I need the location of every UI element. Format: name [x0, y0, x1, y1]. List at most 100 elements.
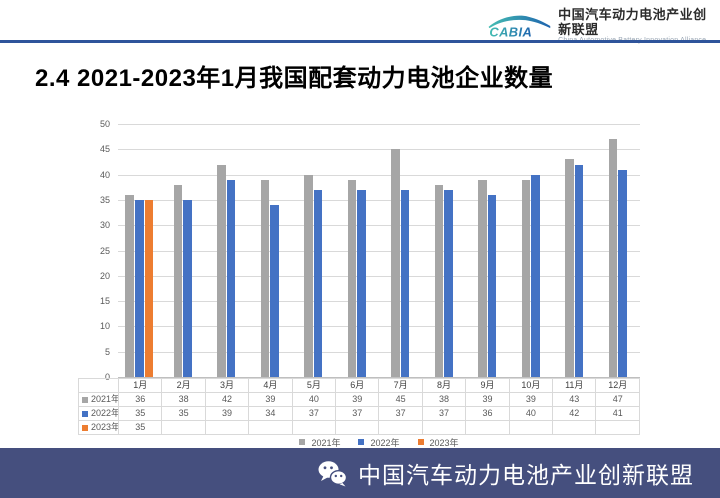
value-cell: [465, 420, 510, 435]
bar-2021年-3月: [217, 164, 226, 377]
value-cell: [508, 420, 554, 435]
month-header-cell: 7月: [378, 378, 423, 393]
value-cell: 40: [508, 406, 554, 421]
gridline: [118, 326, 640, 328]
legend-label: 2022年: [370, 437, 400, 448]
value-cell: 36: [117, 392, 163, 407]
legend-item: 2021年: [299, 436, 340, 449]
cabia-logo-mark: CABIA: [488, 15, 551, 39]
value-cell: [335, 420, 380, 435]
value-cell: 36: [465, 406, 510, 421]
value-cell: 37: [378, 406, 423, 421]
legend-swatch: [417, 439, 424, 445]
value-cell: 42: [552, 406, 597, 421]
y-tick-label: 25: [99, 245, 110, 256]
table-row: 2023年 35: [78, 420, 640, 435]
series-key-cell: 2021年: [78, 392, 119, 407]
chart-plot-area: [118, 124, 640, 378]
bar-2022年-11月: [574, 164, 584, 377]
month-header-cell: 3月: [204, 378, 250, 393]
value-cell: 37: [421, 406, 467, 421]
value-cell: 39: [204, 406, 250, 421]
value-cell: [378, 420, 423, 435]
value-cell: [421, 420, 467, 435]
legend-label: 2023年: [429, 437, 459, 448]
y-tick-label: 50: [99, 119, 110, 129]
cabia-logo-text: CABIA: [489, 24, 532, 39]
y-tick-label: 0: [104, 372, 110, 382]
chart-data-table: 1月 2月 3月 4月 5月 6月 7月 8月 9月 10月 11月 12月 2021年 36 38 42 39…: [78, 378, 640, 435]
bar-2022年-6月: [357, 189, 366, 377]
month-header-cell: 8月: [421, 378, 467, 393]
bar-2022年-1月: [135, 199, 144, 377]
value-cell: 47: [595, 392, 640, 407]
gridline: [118, 149, 640, 151]
bar-2021年-8月: [434, 184, 444, 377]
gridline: [118, 225, 640, 227]
value-cell: 45: [378, 392, 423, 407]
bar-2021年-5月: [304, 174, 313, 377]
series-key-cell: 2023年: [78, 420, 119, 435]
month-header-cell: 9月: [465, 378, 510, 393]
table-corner-cell: [78, 378, 119, 393]
bar-2021年-2月: [173, 184, 183, 377]
gridline: [118, 250, 640, 252]
table-row: 2022年 35 35 39 34 37 37 37 37 36 40 42 41: [78, 406, 640, 421]
value-cell: 38: [161, 392, 206, 407]
wechat-icon: [318, 460, 348, 486]
bar-2021年-1月: [125, 194, 134, 377]
value-cell: [552, 420, 597, 435]
bar-2021年-6月: [347, 179, 357, 377]
chart-legend: 2021年 2022年 2023年: [118, 436, 640, 448]
bar-2021年-4月: [260, 179, 270, 377]
gridline: [118, 275, 640, 277]
footer-bar: 中国汽车动力电池产业创新联盟: [0, 448, 720, 498]
value-cell: 37: [291, 406, 337, 421]
y-tick-label: 40: [99, 169, 110, 180]
gridline: [118, 301, 640, 303]
bar-2021年-11月: [565, 159, 574, 377]
bar-2021年-10月: [521, 179, 531, 377]
legend-swatch: [299, 439, 306, 445]
value-cell: 38: [421, 392, 467, 407]
value-cell: 34: [248, 406, 293, 421]
cabia-logo: CABIA 中国汽车动力电池产业创新联盟 China Automotive Ba…: [486, 7, 720, 44]
bar-2023年-1月: [144, 199, 154, 377]
value-cell: 39: [248, 392, 293, 407]
series-key-cell: 2022年: [78, 406, 119, 421]
bar-2021年-7月: [391, 149, 400, 377]
org-name-block: 中国汽车动力电池产业创新联盟 China Automotive Battery …: [558, 7, 720, 44]
legend-swatch: [358, 439, 365, 445]
value-cell: 41: [595, 406, 640, 421]
legend-label: 2021年: [311, 437, 341, 448]
bar-2022年-9月: [487, 194, 497, 377]
bar-2021年-12月: [608, 139, 618, 377]
legend-key-swatch: [82, 424, 88, 431]
gridline: [118, 174, 640, 176]
legend-key-swatch: [82, 396, 88, 403]
bar-2021年-9月: [478, 179, 487, 377]
value-cell: 35: [117, 406, 163, 421]
value-cell: 43: [552, 392, 597, 407]
y-tick-label: 35: [99, 194, 110, 205]
bar-2022年-8月: [444, 189, 453, 377]
month-header-cell: 11月: [552, 378, 597, 393]
value-cell: 35: [161, 406, 206, 421]
month-header-cell: 6月: [335, 378, 380, 393]
value-cell: [161, 420, 206, 435]
month-header-cell: 5月: [291, 378, 337, 393]
footer-org-name: 中国汽车动力电池产业创新联盟: [358, 462, 694, 488]
gridline: [118, 199, 640, 201]
value-cell: 39: [335, 392, 380, 407]
y-tick-label: 30: [99, 220, 110, 231]
value-cell: [204, 420, 250, 435]
month-header-cell: 1月: [117, 378, 163, 393]
gridline: [118, 377, 640, 378]
bar-2022年-3月: [226, 179, 236, 377]
value-cell: [291, 420, 337, 435]
y-axis-labels: 0 5 10 15 20 25 30 35 40 45 50: [80, 119, 110, 382]
bar-2022年-2月: [183, 199, 192, 377]
value-cell: [248, 420, 293, 435]
value-cell: 42: [204, 392, 250, 407]
